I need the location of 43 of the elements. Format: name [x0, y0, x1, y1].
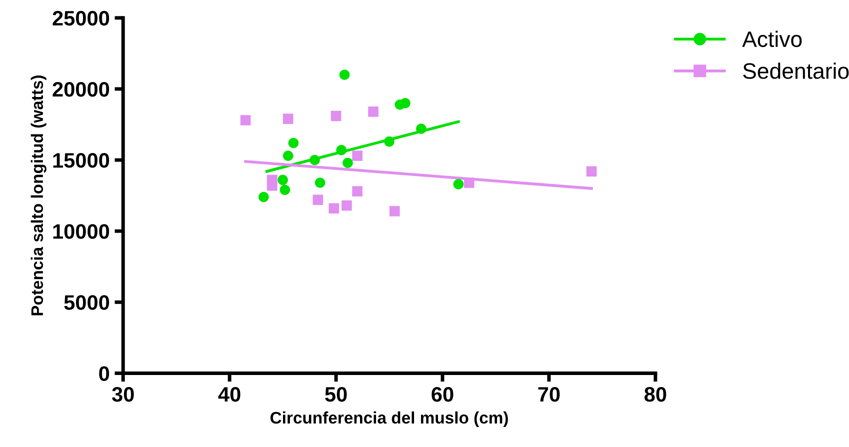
point	[312, 194, 324, 205]
point	[416, 124, 426, 134]
point	[400, 98, 410, 108]
point	[258, 192, 269, 202]
point	[339, 70, 350, 80]
point	[278, 174, 288, 186]
point	[330, 110, 342, 122]
point	[453, 179, 464, 190]
point	[280, 184, 290, 196]
y-tick-label: 0	[99, 366, 110, 381]
point	[586, 166, 597, 177]
y-tick-label: 15000	[53, 153, 110, 168]
point	[314, 178, 326, 188]
point	[389, 206, 400, 216]
x-tick-label: 60	[432, 386, 454, 402]
x-tick-label: 50	[325, 386, 347, 402]
point	[328, 203, 340, 214]
y-tick-label: 10000	[53, 224, 110, 239]
y-axis-title: Potencia salto longitud (watts)	[30, 76, 46, 316]
point	[352, 150, 362, 161]
x-tick-label: 70	[538, 386, 560, 402]
point	[282, 114, 294, 124]
point	[310, 154, 320, 166]
point	[282, 150, 294, 161]
point	[368, 106, 378, 117]
x-tick-label: 40	[218, 386, 240, 402]
point	[464, 178, 474, 188]
point	[267, 180, 278, 191]
point	[288, 138, 299, 148]
point	[240, 115, 251, 126]
point	[342, 200, 352, 211]
y-tick-label: 20000	[52, 82, 110, 97]
x-axis-title: Circunferencia del muslo (cm)	[270, 411, 508, 427]
legend-label: Activo	[742, 30, 802, 48]
y-tick-label: 25000	[52, 10, 110, 26]
point	[352, 186, 362, 196]
point	[336, 144, 347, 156]
x-tick-label: 30	[112, 386, 134, 402]
point	[384, 136, 394, 147]
point	[342, 158, 353, 168]
legend-label: Sedentario	[743, 62, 849, 79]
y-tick-label: 5000	[64, 295, 110, 310]
x-tick-label: 80	[644, 386, 666, 402]
